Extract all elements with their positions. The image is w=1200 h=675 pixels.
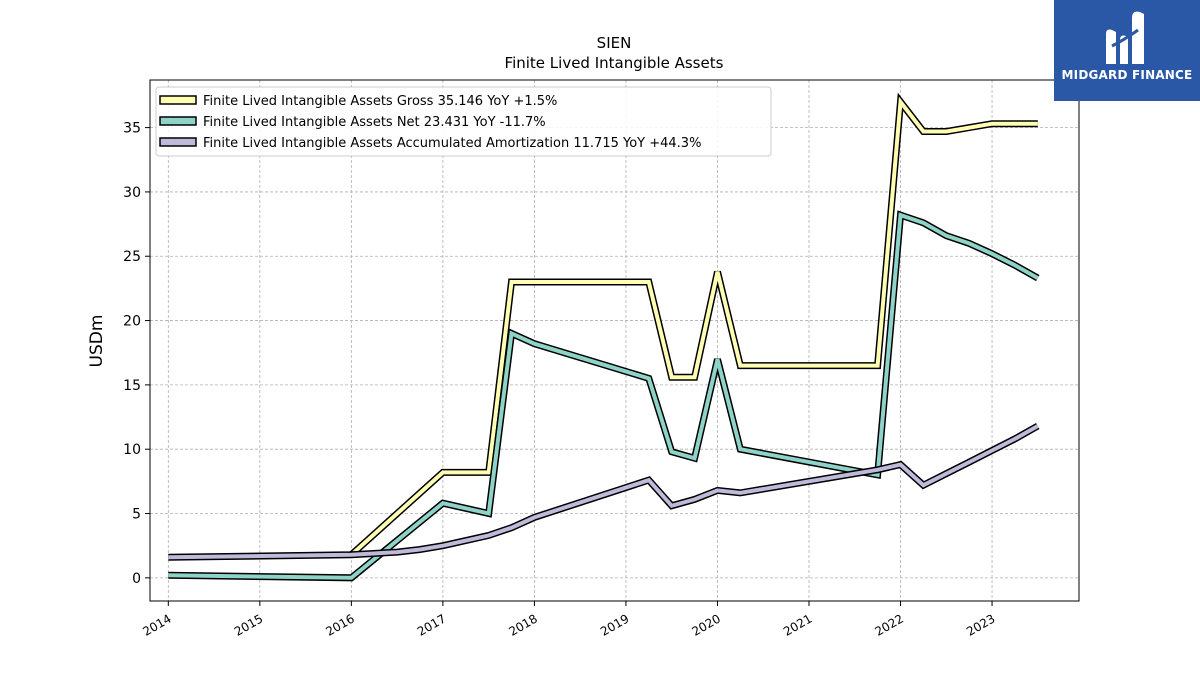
y-tick-label: 30 [123,185,141,201]
chart-subtitle: Finite Lived Intangible Assets [505,54,724,72]
grid [150,80,1079,601]
series-line-0 [350,96,1038,557]
y-axis-label: USDm [87,315,107,368]
legend: Finite Lived Intangible Assets Gross 35.… [155,86,772,157]
x-tick-label: 2021 [781,611,814,638]
x-tick-label: 2022 [873,611,906,638]
series-line-1 [168,212,1039,580]
y-tick-label: 0 [132,571,141,587]
logo-mark-icon [1106,11,1144,65]
x-tick-label: 2020 [690,611,723,638]
series-line-2 [168,424,1039,560]
legend-label-1: Finite Lived Intangible Assets Net 23.43… [203,115,546,130]
legend-swatch-0 [159,95,197,105]
logo-text: MIDGARD FINANCE [1061,68,1193,82]
y-tick-label: 20 [123,314,141,330]
series-lines [168,92,1040,582]
y-tick-label: 15 [123,378,141,394]
y-tick-label: 10 [123,442,141,458]
x-tick-label: 2018 [506,611,539,638]
x-tick-label: 2015 [232,611,265,638]
midgard-logo: MIDGARD FINANCE [1054,0,1200,101]
x-tick-label: 2019 [598,611,631,638]
series-outline-0 [349,92,1038,558]
x-tick-label: 2016 [323,611,356,638]
legend-label-2: Finite Lived Intangible Assets Accumulat… [203,136,701,151]
series-outline-2 [168,422,1040,561]
x-tick-label: 2023 [964,611,997,638]
plot-frame [149,79,1080,602]
y-tick-label: 5 [132,507,141,523]
y-tick-label: 25 [123,249,141,265]
chart-title: SIEN [597,34,632,52]
x-tick-label: 2014 [140,611,173,638]
legend-label-0: Finite Lived Intangible Assets Gross 35.… [203,94,557,109]
legend-swatch-1 [159,116,197,126]
legend-swatch-2 [159,137,197,147]
series-outline-1 [168,210,1040,582]
axis-ticks: 0 5 10 15 20 25 30 35 2014 2015 2016 2017 2018 2019 20… [123,121,997,639]
y-tick-label: 35 [123,121,141,137]
x-tick-label: 2017 [415,611,448,638]
legend-box [155,86,772,157]
